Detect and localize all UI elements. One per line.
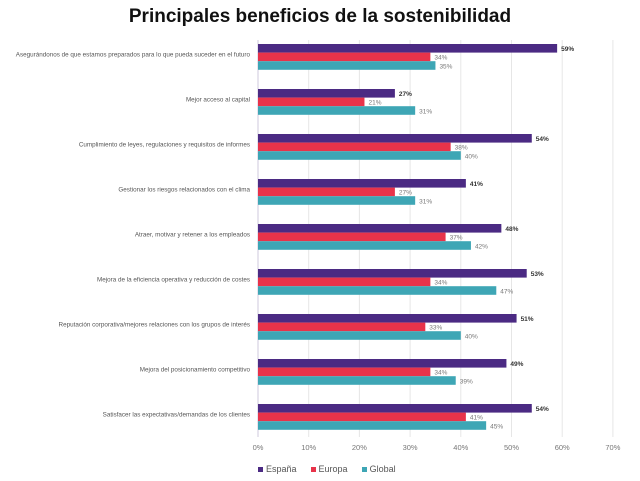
legend-label: España [266, 464, 297, 474]
data-label: 59% [561, 46, 574, 53]
bar-españa [258, 359, 507, 368]
bar-global [258, 376, 456, 385]
data-label: 31% [419, 198, 432, 205]
legend-item: España [258, 464, 297, 474]
bar-global [258, 106, 416, 115]
category-label: Mejor acceso al capital [186, 97, 250, 104]
legend-swatch [361, 466, 367, 472]
category-label: Reputación corporativa/mejores relacione… [59, 322, 250, 329]
bar-españa [258, 134, 532, 143]
data-label: 27% [399, 190, 412, 197]
data-label: 53% [531, 271, 544, 278]
bar-españa [258, 269, 527, 278]
chart-title: Principales beneficios de la sostenibili… [128, 6, 512, 27]
category-label: Cumplimiento de leyes, regulaciones y re… [79, 142, 250, 149]
bar-global [258, 331, 461, 340]
data-label: 34% [434, 280, 447, 287]
data-label: 40% [465, 333, 478, 340]
bar-españa [258, 89, 395, 98]
x-tick-label: 40% [453, 443, 468, 452]
category-label: Mejora de la eficiencia operativa y redu… [97, 277, 250, 284]
legend-label: Europa [318, 464, 348, 474]
bar-europa [258, 97, 365, 107]
x-tick-label: 60% [555, 443, 570, 452]
bar-europa [258, 52, 431, 62]
bar-global [258, 286, 497, 295]
x-tick-label: 30% [403, 443, 418, 452]
data-label: 34% [434, 55, 447, 62]
bar-europa [258, 232, 446, 242]
category-label: Mejora del posicionamiento competitivo [140, 367, 251, 374]
data-label: 42% [475, 243, 488, 250]
bar-europa [258, 277, 431, 287]
legend-item: Europa [310, 464, 348, 474]
data-label: 38% [455, 145, 468, 152]
data-label: 48% [505, 226, 518, 233]
data-label: 41% [470, 415, 483, 422]
data-label: 51% [521, 316, 534, 323]
bar-global [258, 241, 471, 250]
legend-swatch [258, 466, 263, 472]
data-label: 35% [439, 63, 452, 70]
bar-europa [258, 142, 451, 152]
data-label: 40% [465, 153, 478, 160]
category-label: Asegurándonos de que estamos preparados … [16, 52, 251, 59]
bar-europa [258, 367, 431, 377]
bar-europa [258, 322, 426, 332]
legend-label: Global [369, 464, 396, 474]
bar-españa [258, 314, 517, 323]
data-label: 41% [470, 181, 483, 188]
bar-españa [258, 404, 532, 413]
data-label: 54% [536, 136, 549, 143]
data-label: 49% [510, 361, 523, 368]
data-label: 45% [490, 423, 503, 430]
category-label: Satisfacer las expectativas/demandas de … [103, 412, 250, 419]
x-tick-label: 0% [253, 443, 264, 452]
x-tick-label: 50% [504, 443, 519, 452]
category-label: Atraer, motivar y retener a los empleado… [135, 232, 250, 239]
bar-global [258, 151, 461, 160]
x-tick-label: 20% [352, 443, 367, 452]
bar-global [258, 196, 416, 205]
legend-swatch [310, 466, 316, 472]
data-label: 39% [460, 378, 473, 385]
data-label: 54% [536, 406, 549, 413]
category-label: Gestionar los riesgos relacionados con e… [118, 187, 250, 194]
bar-europa [258, 412, 466, 422]
x-tick-label: 10% [301, 443, 316, 452]
data-label: 21% [368, 100, 381, 107]
legend-item: Global [361, 464, 396, 474]
data-label: 34% [434, 370, 447, 377]
data-label: 31% [419, 108, 432, 115]
bar-global [258, 61, 436, 70]
bar-españa [258, 224, 502, 233]
data-label: 33% [429, 325, 442, 332]
data-label: 37% [450, 235, 463, 242]
bar-españa [258, 44, 558, 53]
data-label: 47% [500, 288, 513, 295]
legend: España Europa Global [258, 464, 396, 474]
bar-global [258, 421, 487, 430]
bar-europa [258, 187, 395, 197]
x-tick-label: 70% [605, 443, 620, 452]
bar-españa [258, 179, 466, 188]
data-label: 27% [399, 91, 412, 98]
